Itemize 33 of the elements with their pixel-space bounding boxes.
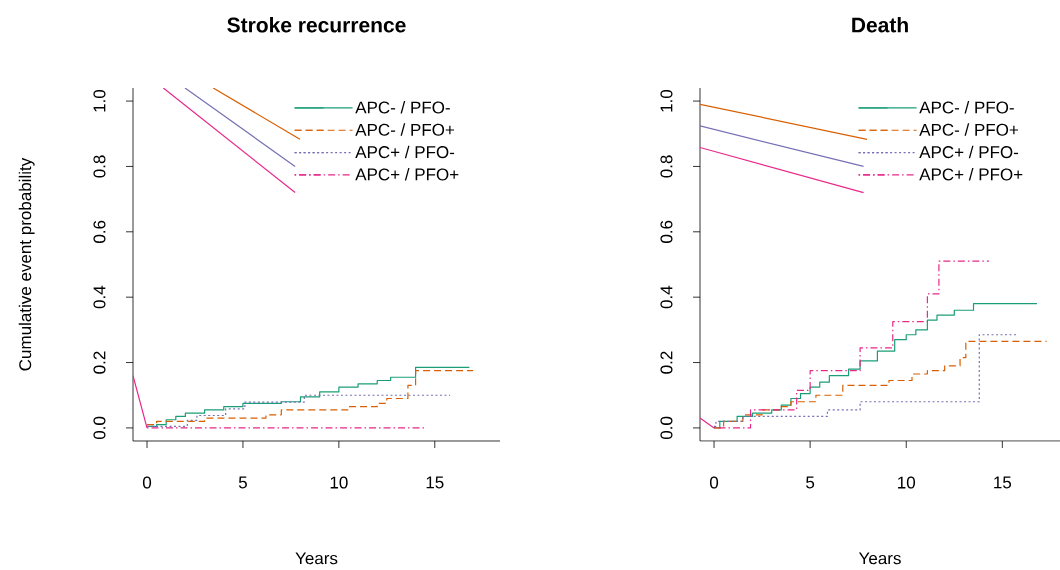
x-tick-label: 10	[330, 476, 348, 489]
y-tick-label: 0.6	[93, 220, 106, 243]
legend-label: APC- / PFO+	[355, 123, 455, 136]
y-tick-label: 0.4	[93, 285, 106, 309]
y-tick-label: 0.0	[660, 416, 673, 440]
chart-title: Death	[852, 17, 908, 33]
y-tick-label: 0.4	[660, 285, 673, 309]
legend-label: APC+ / PFO-	[355, 145, 455, 159]
legend-label: APC- / PFO+	[919, 123, 1019, 136]
legend-label: APC- / PFO-	[355, 101, 450, 114]
y-tick-label: 0.2	[93, 351, 106, 374]
y-axis-title: Cumulative event probability	[18, 157, 35, 371]
y-tick-label: 0.2	[660, 351, 673, 374]
y-tick-label: 0.8	[93, 155, 106, 178]
x-tick-label: 5	[806, 476, 815, 489]
x-axis-title: Years	[295, 552, 338, 565]
x-tick-label: 0	[142, 476, 152, 489]
y-tick-label: 0.8	[660, 155, 673, 178]
x-tick-label: 5	[238, 476, 247, 489]
y-tick-label: 0.0	[93, 416, 106, 440]
x-axis-title: Years	[858, 552, 901, 565]
chart-title: Stroke recurrence	[227, 17, 406, 33]
y-tick-label: 1.0	[660, 89, 673, 112]
x-tick-label: 10	[898, 476, 916, 489]
y-tick-label: 1.0	[93, 89, 106, 112]
y-tick-label: 0.6	[660, 220, 673, 243]
legend-label: APC+ / PFO+	[919, 167, 1023, 181]
x-tick-label: 0	[709, 476, 719, 489]
x-tick-label: 15	[426, 476, 444, 489]
legend-label: APC+ / PFO-	[919, 145, 1019, 159]
legend-label: APC+ / PFO+	[355, 167, 459, 181]
legend-label: APC- / PFO-	[919, 101, 1014, 114]
x-tick-label: 15	[994, 476, 1012, 489]
